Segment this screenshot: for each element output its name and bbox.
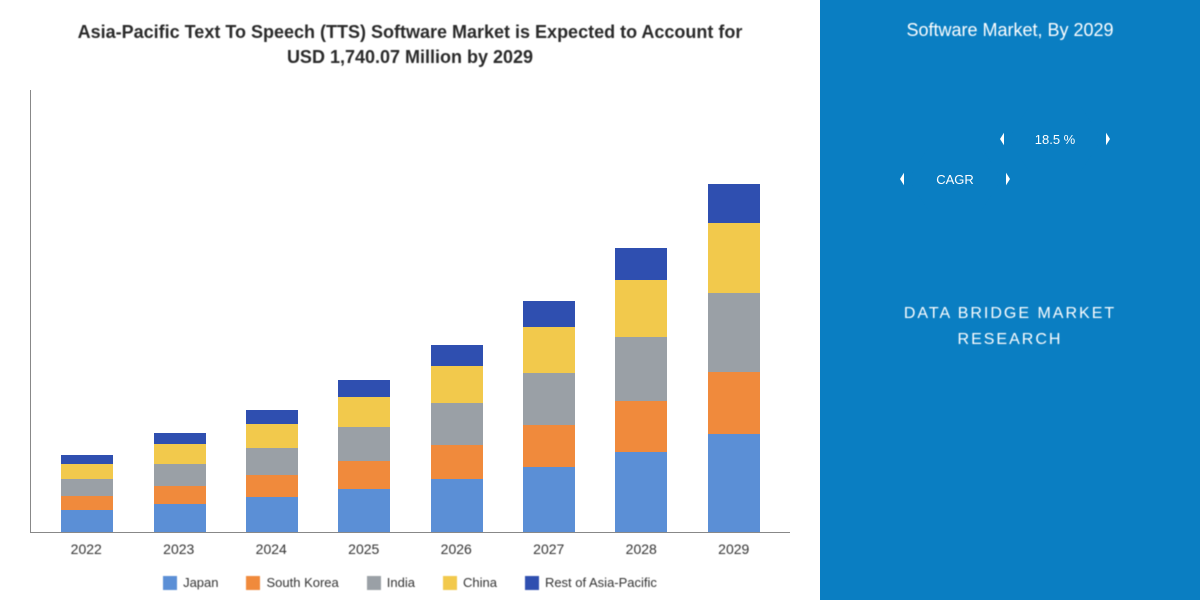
bar-column [514,301,584,532]
legend-item: Rest of Asia-Pacific [525,575,657,590]
bar-segment [154,433,206,444]
bar-segment [61,455,113,464]
legend-swatch [367,576,381,590]
x-axis-label: 2023 [144,541,214,557]
bar-segment [61,464,113,479]
bar-column [422,345,492,532]
bar-segment [431,403,483,445]
bar-column [329,380,399,532]
bar-segment [523,373,575,425]
bar-segment [246,410,298,424]
legend-swatch [246,576,260,590]
bar-segment [246,475,298,497]
bar-segment [431,445,483,479]
legend-item: Japan [163,575,218,590]
brand-line2: RESEARCH [958,331,1063,348]
bar-segment [246,497,298,532]
bar-segment [338,397,390,427]
bar-segment [523,425,575,467]
bar-stack [61,455,113,532]
bar-segment [708,372,760,434]
bar-segment [338,380,390,397]
bar-segment [431,345,483,366]
bar-stack [246,410,298,532]
bar-segment [154,504,206,532]
legend-item: China [443,575,497,590]
stacked-bar-chart [30,90,790,533]
chart-title: Asia-Pacific Text To Speech (TTS) Softwa… [30,20,790,70]
bar-segment [61,510,113,532]
bar-segment [615,337,667,401]
right-panel-title: Software Market, By 2029 [906,20,1113,41]
bar-column [237,410,307,532]
bar-segment [615,280,667,337]
bar-segment [615,452,667,532]
bar-segment [61,479,113,496]
bar-segment [523,327,575,373]
hexagon-graphic: CAGR 18.5 % [890,81,1130,261]
legend-swatch [525,576,539,590]
x-axis-label: 2026 [421,541,491,557]
bar-segment [154,444,206,464]
bar-column [699,184,769,532]
bar-stack [523,301,575,532]
bar-segment [61,496,113,510]
bar-segment [523,467,575,532]
legend-label: China [463,575,497,590]
chart-title-line2: USD 1,740.07 Million by 2029 [287,47,533,67]
bar-segment [431,366,483,403]
bar-segment [154,464,206,486]
brand-text: DATA BRIDGE MARKET RESEARCH [904,301,1116,352]
x-axis-label: 2025 [329,541,399,557]
legend-label: South Korea [266,575,338,590]
chart-panel: Asia-Pacific Text To Speech (TTS) Softwa… [0,0,820,600]
bar-stack [154,433,206,532]
legend-item: India [367,575,415,590]
bar-segment [708,293,760,372]
bar-segment [431,479,483,532]
chart-title-line1: Asia-Pacific Text To Speech (TTS) Softwa… [78,22,743,42]
hex-right-label: 18.5 % [1035,132,1075,147]
bar-segment [523,301,575,327]
bar-segment [338,489,390,532]
bar-segment [246,424,298,448]
brand-line1: DATA BRIDGE MARKET [904,305,1116,322]
x-axis-label: 2022 [51,541,121,557]
bar-segment [708,184,760,223]
legend-swatch [443,576,457,590]
bar-segment [708,223,760,293]
x-axis-label: 2024 [236,541,306,557]
bar-stack [708,184,760,532]
legend-item: South Korea [246,575,338,590]
hexagon-left: CAGR [900,131,1010,227]
x-axis-label: 2029 [699,541,769,557]
bar-column [145,433,215,532]
legend-swatch [163,576,177,590]
legend-label: Japan [183,575,218,590]
bar-stack [431,345,483,532]
bar-segment [246,448,298,475]
chart-legend: Japan South Korea India China Rest of Asia-P… [30,575,790,590]
bar-segment [154,486,206,504]
legend-label: Rest of Asia-Pacific [545,575,657,590]
bar-segment [338,427,390,461]
bar-column [52,455,122,532]
x-axis-label: 2027 [514,541,584,557]
hexagon-right: 18.5 % [1000,91,1110,187]
hex-left-label: CAGR [936,172,974,187]
bar-segment [708,434,760,532]
brand-panel: Software Market, By 2029 CAGR 18.5 % DAT… [820,0,1200,600]
x-axis-label: 2028 [606,541,676,557]
bar-stack [615,248,667,532]
bar-column [606,248,676,532]
bar-segment [615,401,667,452]
bar-segment [338,461,390,489]
legend-label: India [387,575,415,590]
bar-stack [338,380,390,532]
bar-segment [615,248,667,280]
x-axis-labels: 2022 2023 2024 2025 2026 2027 2028 2029 [30,533,790,557]
